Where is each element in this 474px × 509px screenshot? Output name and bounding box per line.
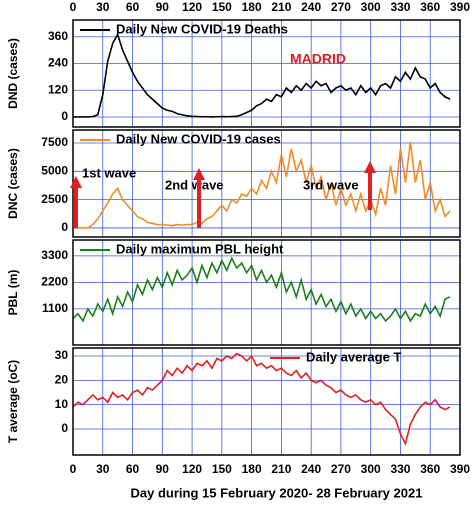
- x-tick-label: 60: [126, 462, 140, 476]
- x-tick-label: 270: [331, 462, 351, 476]
- x-tick-label: 120: [182, 462, 202, 476]
- y-axis-label: T average (oC): [6, 360, 20, 443]
- x-tick-label: 360: [420, 0, 440, 14]
- x-tick-label: 30: [96, 462, 110, 476]
- y-tick-label: 30: [55, 348, 69, 362]
- y-tick-label: 5000: [41, 163, 68, 177]
- y-tick-label: 240: [48, 56, 68, 70]
- x-tick-label: 60: [126, 0, 140, 14]
- x-tick-label: 300: [361, 0, 381, 14]
- x-tick-label: 150: [212, 462, 232, 476]
- annotation: 3rd wave: [303, 177, 359, 192]
- y-axis-label: DND (cases): [6, 38, 20, 109]
- x-tick-label: 390: [450, 0, 470, 14]
- x-tick-label: 390: [450, 462, 470, 476]
- data-line: [73, 32, 451, 118]
- x-tick-label: 30: [96, 0, 110, 14]
- legend-label: Daily maximum PBL height: [116, 241, 284, 256]
- x-tick-label: 90: [156, 462, 170, 476]
- arrow-head: [193, 168, 205, 180]
- y-tick-label: 2500: [41, 192, 68, 206]
- x-tick-label: 330: [390, 462, 410, 476]
- y-axis-label: DNC (cases): [6, 148, 20, 219]
- panel-frame: [72, 239, 461, 346]
- legend-label: Daily average T: [306, 349, 401, 364]
- y-tick-label: 360: [48, 29, 68, 43]
- y-tick-label: 20: [55, 373, 69, 387]
- x-tick-label: 0: [70, 0, 77, 14]
- x-tick-label: 150: [212, 0, 232, 14]
- annotation: MADRID: [290, 51, 346, 67]
- legend-label: Daily New COVID-19 Deaths: [116, 21, 288, 36]
- x-tick-label: 210: [271, 462, 291, 476]
- y-tick-label: 2200: [41, 275, 68, 289]
- x-tick-label: 300: [361, 462, 381, 476]
- panel-frame: [72, 347, 461, 456]
- x-tick-label: 0: [70, 462, 77, 476]
- annotation: 1st wave: [82, 165, 136, 180]
- y-tick-label: 7500: [41, 135, 68, 149]
- x-tick-label: 330: [390, 0, 410, 14]
- x-axis-label: Day during 15 February 2020- 28 February…: [131, 485, 423, 500]
- data-line: [73, 141, 451, 229]
- x-tick-label: 90: [156, 0, 170, 14]
- x-tick-label: 210: [271, 0, 291, 14]
- x-tick-label: 180: [242, 462, 262, 476]
- y-tick-label: 1100: [42, 301, 68, 315]
- data-line: [72, 256, 451, 323]
- data-line: [72, 352, 451, 446]
- x-tick-label: 180: [242, 0, 262, 14]
- y-tick-label: 0: [61, 220, 68, 234]
- y-axis-label: PBL (m): [6, 270, 20, 316]
- y-tick-label: 0: [61, 109, 68, 123]
- y-tick-label: 10: [55, 397, 69, 411]
- x-tick-label: 360: [420, 462, 440, 476]
- y-tick-label: 120: [48, 82, 68, 96]
- arrow-head: [70, 176, 82, 188]
- x-tick-label: 120: [182, 0, 202, 14]
- y-tick-label: 3300: [41, 248, 68, 262]
- x-tick-label: 240: [301, 0, 321, 14]
- annotation: 2nd wave: [165, 177, 224, 192]
- legend-label: Daily New COVID-19 cases: [116, 131, 281, 146]
- x-tick-label: 240: [301, 462, 321, 476]
- panel-frame: [72, 19, 461, 128]
- y-tick-label: 0: [61, 421, 68, 435]
- arrow-head: [364, 161, 376, 173]
- x-tick-label: 270: [331, 0, 351, 14]
